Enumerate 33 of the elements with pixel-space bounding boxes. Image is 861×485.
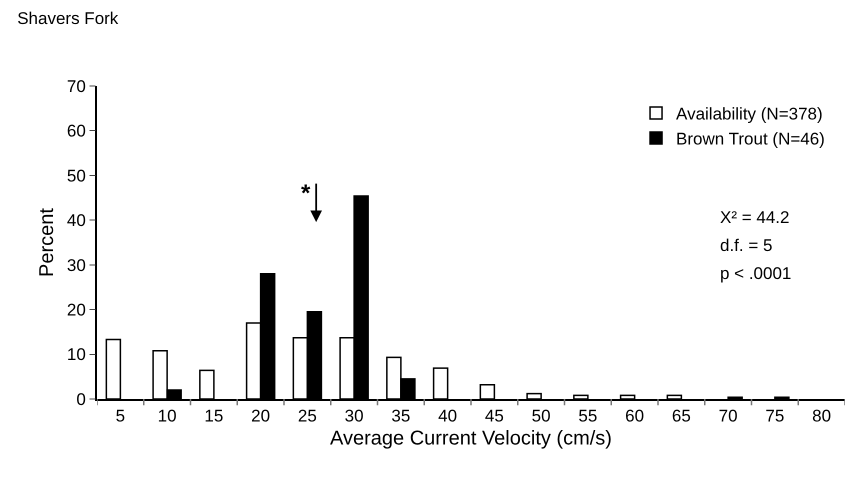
annotation: X² = 44.2: [720, 208, 790, 227]
x-tick-label: 55: [578, 406, 598, 426]
y-axis-title: Percent: [36, 208, 58, 277]
x-tick-label: 30: [344, 406, 364, 426]
x-tick-label: 25: [298, 406, 317, 426]
chart-title: Shavers Fork: [17, 9, 119, 28]
y-tick-label: 0: [76, 390, 86, 409]
y-tick-label: 30: [66, 256, 86, 275]
annotation: p < .0001: [720, 264, 792, 283]
x-tick-label: 40: [438, 406, 458, 426]
y-tick-label: 60: [66, 122, 86, 141]
x-tick-label: 60: [625, 406, 644, 426]
annotation: d.f. = 5: [720, 236, 772, 255]
x-tick-label: 75: [765, 406, 784, 426]
x-tick-label: 15: [204, 406, 224, 426]
x-tick-label: 45: [484, 406, 504, 426]
x-tick-label: 5: [116, 406, 126, 426]
x-tick-label: 70: [718, 406, 738, 426]
x-axis-title: Average Current Velocity (cm/s): [330, 427, 612, 450]
y-tick-label: 40: [66, 211, 86, 230]
x-tick-label: 20: [251, 406, 270, 426]
x-tick-label: 65: [672, 406, 691, 426]
x-tick-label: 50: [532, 406, 551, 426]
annotation: *: [301, 180, 311, 207]
x-tick-label: 35: [391, 406, 410, 426]
y-tick-label: 20: [66, 300, 86, 320]
x-tick-label: 10: [158, 406, 177, 426]
legend-label: Availability (N=378): [676, 104, 823, 124]
y-tick-label: 10: [66, 345, 86, 364]
x-tick-label: 80: [812, 406, 832, 426]
y-tick-label: 70: [66, 76, 86, 96]
legend-label: Brown Trout (N=46): [676, 130, 825, 149]
y-tick-label: 50: [66, 166, 86, 186]
